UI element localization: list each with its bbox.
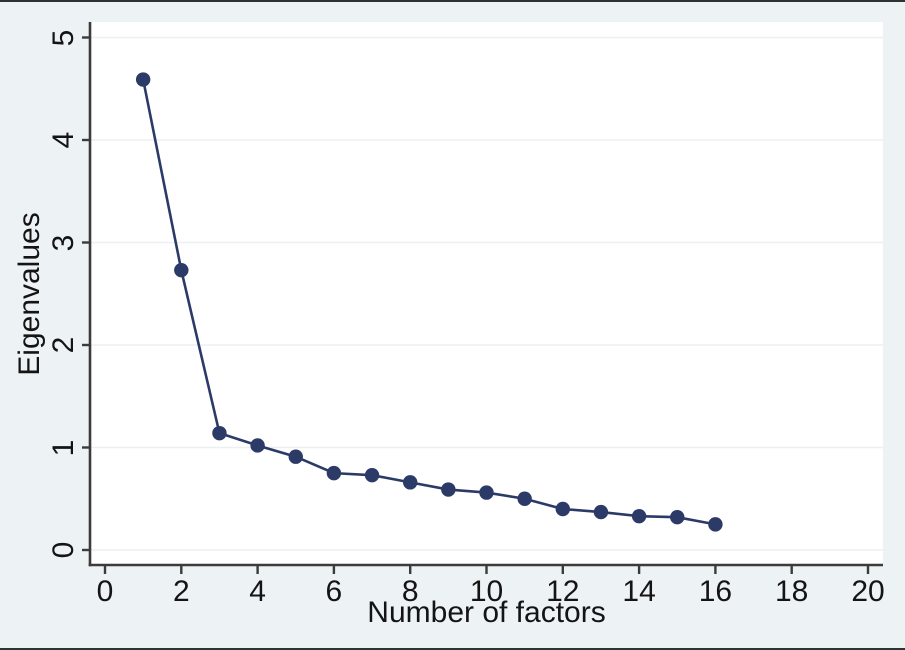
- y-tick-label: 0: [47, 541, 80, 559]
- data-point-marker: [135, 72, 151, 87]
- data-point-marker: [593, 504, 609, 520]
- y-tick-label: 5: [47, 29, 80, 46]
- data-point-marker: [212, 425, 227, 441]
- x-axis-title: Number of factors: [367, 596, 606, 629]
- figure-border-bottom: [0, 648, 905, 650]
- data-point-marker: [441, 482, 456, 497]
- data-point-marker: [250, 438, 265, 453]
- x-tick-label: 16: [698, 575, 733, 608]
- y-tick-label: 3: [47, 234, 80, 251]
- axes: [88, 22, 883, 567]
- y-axis-title: Eigenvalues: [13, 212, 46, 376]
- gridlines: [91, 36, 883, 551]
- data-point-marker: [479, 485, 494, 500]
- data-point-marker: [631, 508, 647, 524]
- x-tick-label: 2: [172, 575, 190, 608]
- data-point-marker: [174, 262, 189, 278]
- data-point-marker: [326, 465, 342, 481]
- x-tick-label: 12: [546, 575, 580, 608]
- x-tick-label: 18: [775, 575, 809, 608]
- data-point-marker: [288, 449, 303, 464]
- x-tick-label: 10: [469, 575, 504, 608]
- y-tick-label: 4: [47, 131, 80, 149]
- plot-area: [90, 22, 883, 565]
- y-tick-label: 1: [47, 439, 80, 456]
- data-point-marker: [364, 467, 380, 483]
- data-point-marker: [670, 510, 685, 525]
- data-point-marker: [555, 501, 570, 517]
- x-tick-label: 8: [401, 575, 419, 608]
- data-point-marker: [708, 517, 723, 532]
- x-tick-label: 0: [96, 575, 114, 608]
- x-tick-label: 4: [249, 575, 266, 608]
- data-point-marker: [517, 491, 532, 506]
- figure-border-top: [0, 0, 905, 2]
- eigenvalue-series: [135, 72, 723, 532]
- y-tick-label: 2: [47, 336, 80, 354]
- x-tick-label: 20: [851, 575, 885, 608]
- data-point-marker: [403, 475, 418, 490]
- tick-marks: [82, 36, 870, 574]
- x-tick-label: 14: [622, 575, 656, 608]
- x-tick-label: 6: [325, 575, 343, 608]
